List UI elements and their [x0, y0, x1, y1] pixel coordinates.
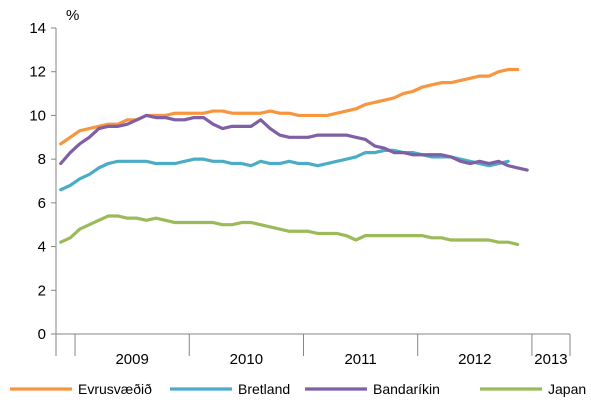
y-tick-label: 4 — [38, 239, 46, 256]
series-line-evrusv-i- — [59, 67, 520, 146]
y-tick-label: 2 — [38, 282, 46, 299]
legend: Evrusvæðið Bretland Bandaríkin Japan — [10, 381, 586, 397]
y-axis-unit-label: % — [66, 7, 79, 24]
y-axis: 0 2 4 6 8 10 12 14 — [29, 20, 57, 343]
y-tick-label: 14 — [29, 20, 46, 37]
x-axis: 2009 2010 2011 2012 2013 — [55, 333, 571, 368]
series-lines — [59, 67, 529, 246]
x-year-label: 2010 — [230, 351, 263, 368]
series-line-bretland — [59, 148, 510, 192]
legend-label: Evrusvæðið — [78, 381, 152, 397]
x-year-label: 2009 — [115, 351, 148, 368]
y-tick-label: 8 — [38, 151, 46, 168]
y-tick-label: 0 — [38, 326, 46, 343]
x-year-label: 2013 — [534, 351, 567, 368]
y-tick-label: 12 — [29, 64, 46, 81]
legend-label: Bandaríkin — [373, 381, 440, 397]
legend-label: Bretland — [238, 381, 290, 397]
x-year-label: 2011 — [344, 351, 376, 368]
x-year-label: 2012 — [458, 351, 491, 368]
legend-label: Japan — [548, 381, 586, 397]
y-tick-label: 6 — [38, 195, 46, 212]
series-line-japan — [59, 214, 520, 246]
series-line-bandar-kin — [59, 113, 529, 172]
y-tick-label: 10 — [29, 107, 46, 124]
